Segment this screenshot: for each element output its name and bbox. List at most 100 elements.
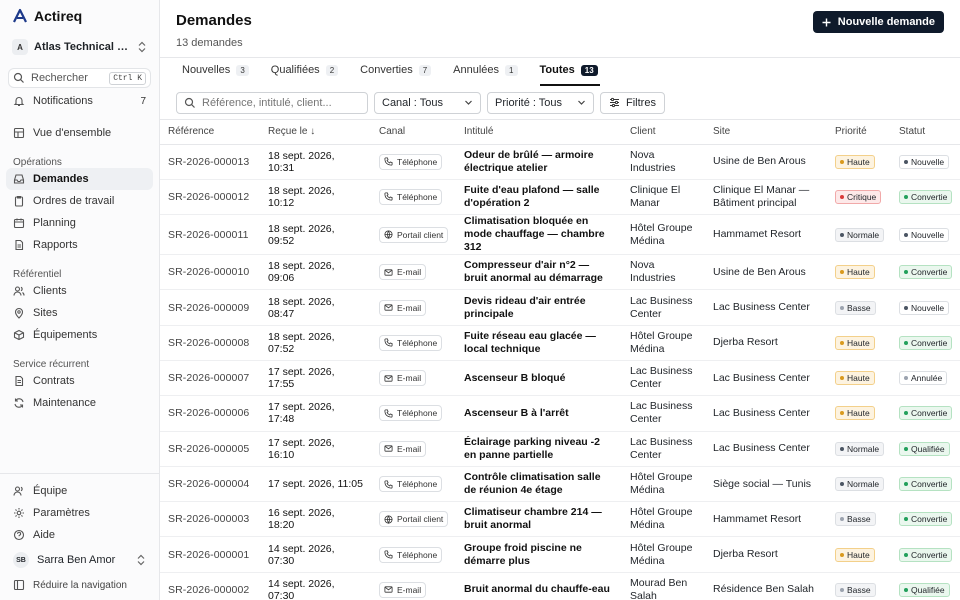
col-site[interactable]: Site xyxy=(705,120,827,145)
col-statut[interactable]: Statut xyxy=(891,120,960,145)
user-menu[interactable]: SB Sarra Ben Amor xyxy=(6,548,153,572)
sidebar-item-parametres[interactable]: Paramètres xyxy=(6,502,153,524)
table-row[interactable]: SR-2026-000004 17 sept. 2026, 11:05 Téléph… xyxy=(160,466,960,503)
table-row[interactable]: SR-2026-000010 18 sept. 2026, 09:06 E-mail… xyxy=(160,254,960,291)
col-reference[interactable]: Référence xyxy=(160,120,260,145)
cell-canal: Téléphone xyxy=(371,536,456,573)
sidebar-item-sites[interactable]: Sites xyxy=(6,302,153,324)
canal-badge: Téléphone xyxy=(379,188,443,205)
brand[interactable]: Actireq xyxy=(0,0,159,32)
sidebar-item-equipe[interactable]: Équipe xyxy=(6,480,153,502)
status-label: Qualifiée xyxy=(911,584,945,595)
cell-title[interactable]: Fuite réseau eau glacée — local techniqu… xyxy=(456,325,622,361)
tab-qualifiees[interactable]: Qualifiées 2 xyxy=(271,64,346,86)
cell-canal: E-mail xyxy=(371,431,456,467)
cell-title[interactable]: Compresseur d'air n°2 — bruit anormal au… xyxy=(456,254,622,291)
sidebar-item-overview[interactable]: Vue d'ensemble xyxy=(6,122,153,144)
bell-icon xyxy=(13,97,25,107)
cell-reference: SR-2026-000001 xyxy=(160,536,260,573)
sidebar-item-equipements[interactable]: Équipements xyxy=(6,324,153,346)
cell-client: Mourad Ben Salah xyxy=(622,572,705,600)
sidebar-item-aide[interactable]: Aide xyxy=(6,524,153,546)
sidebar-item-contrats[interactable]: Contrats xyxy=(6,370,153,392)
cell-title[interactable]: Ascenseur B à l'arrêt xyxy=(456,395,622,432)
col-client[interactable]: Client xyxy=(622,120,705,145)
table-row[interactable]: SR-2026-000002 14 sept. 2026, 07:30 E-mail… xyxy=(160,572,960,600)
sidebar-search[interactable]: Rechercher Ctrl K xyxy=(8,68,151,88)
filters-label: Filtres xyxy=(626,96,656,109)
cell-canal: E-mail xyxy=(371,360,456,397)
cell-title[interactable]: Odeur de brûlé — armoire électrique atel… xyxy=(456,144,622,180)
sidebar-item-maintenance[interactable]: Maintenance xyxy=(6,392,153,414)
nav-section-operations: Opérations xyxy=(13,157,62,168)
priorite-select-value: Priorité : Tous xyxy=(495,96,563,109)
cell-title[interactable]: Contrôle climatisation salle de réunion … xyxy=(456,466,622,503)
sidebar-item-planning[interactable]: Planning xyxy=(6,212,153,234)
tab-count: 1 xyxy=(505,64,518,76)
table-row[interactable]: SR-2026-000011 18 sept. 2026, 09:52 Portai… xyxy=(160,214,960,256)
canal-label: Téléphone xyxy=(397,549,438,560)
cell-title[interactable]: Ascenseur B bloqué xyxy=(456,360,622,397)
tab-converties[interactable]: Converties 7 xyxy=(360,64,439,86)
cell-received: 18 sept. 2026, 07:52 xyxy=(260,325,371,361)
priority-label: Haute xyxy=(847,337,870,348)
cell-site: Lac Business Center xyxy=(705,360,827,397)
cell-title[interactable]: Climatiseur chambre 214 — bruit anormal xyxy=(456,501,622,538)
priority-badge: Basse xyxy=(835,300,876,315)
tab-annulees[interactable]: Annulées 1 xyxy=(453,64,525,86)
cell-priority: Haute xyxy=(827,395,891,432)
search-label: Rechercher xyxy=(31,72,88,84)
filters-button[interactable]: Filtres xyxy=(600,91,665,114)
org-switcher[interactable]: A Atlas Technical Services xyxy=(6,34,153,60)
sidebar-item-clients[interactable]: Clients xyxy=(6,280,153,302)
new-request-button[interactable]: Nouvelle demande xyxy=(812,11,944,33)
cell-title[interactable]: Éclairage parking niveau -2 en panne par… xyxy=(456,431,622,467)
cell-received: 16 sept. 2026, 18:20 xyxy=(260,501,371,538)
table-row[interactable]: SR-2026-000006 17 sept. 2026, 17:48 Téléph… xyxy=(160,395,960,432)
canal-badge: E-mail xyxy=(379,299,427,316)
priority-dot xyxy=(840,517,844,522)
cell-title[interactable]: Fuite d'eau plafond — salle d'opération … xyxy=(456,179,622,216)
priorite-select[interactable]: Priorité : Tous xyxy=(487,91,594,114)
cell-title[interactable]: Groupe froid piscine ne démarre plus xyxy=(456,536,622,573)
cell-title[interactable]: Bruit anormal du chauffe-eau xyxy=(456,572,622,600)
table-row[interactable]: SR-2026-000009 18 sept. 2026, 08:47 E-mail… xyxy=(160,289,960,326)
tab-toutes[interactable]: Toutes 13 xyxy=(539,64,600,86)
sidebar-item-demandes[interactable]: Demandes xyxy=(6,168,153,190)
sidebar-item-rapports[interactable]: Rapports xyxy=(6,234,153,256)
table-row[interactable]: SR-2026-000012 18 sept. 2026, 10:12 Téléph… xyxy=(160,179,960,216)
sidebar-item-ordres[interactable]: Ordres de travail xyxy=(6,190,153,212)
status-tabs: Nouvelles 3 Qualifiées 2 Converties 7 Annul… xyxy=(160,58,960,86)
table-row[interactable]: SR-2026-000007 17 sept. 2026, 17:55 E-mail… xyxy=(160,360,960,397)
col-intitule[interactable]: Intitulé xyxy=(456,120,622,145)
cell-title[interactable]: Devis rideau d'air entrée principale xyxy=(456,289,622,326)
table-row[interactable]: SR-2026-000008 18 sept. 2026, 07:52 Téléph… xyxy=(160,325,960,361)
col-canal[interactable]: Canal xyxy=(371,120,456,145)
search-input[interactable] xyxy=(202,96,360,109)
cell-canal: Téléphone xyxy=(371,395,456,432)
status-badge: Convertie xyxy=(899,406,953,421)
table-row[interactable]: SR-2026-000005 17 sept. 2026, 16:10 E-mail… xyxy=(160,431,960,467)
sidebar-item-notifications[interactable]: Notifications 7 xyxy=(6,90,153,112)
cell-priority: Haute xyxy=(827,360,891,397)
canal-label: Téléphone xyxy=(397,337,438,348)
table-row[interactable]: SR-2026-000003 16 sept. 2026, 18:20 Portai… xyxy=(160,501,960,538)
canal-select[interactable]: Canal : Tous xyxy=(374,91,481,114)
cell-status: Nouvelle xyxy=(891,289,960,326)
status-dot xyxy=(904,194,908,199)
new-request-label: Nouvelle demande xyxy=(837,16,935,28)
col-recu[interactable]: Reçue le ↓ xyxy=(260,120,371,145)
cell-title[interactable]: Climatisation bloquée en mode chauffage … xyxy=(456,214,622,256)
table-row[interactable]: SR-2026-000001 14 sept. 2026, 07:30 Téléph… xyxy=(160,536,960,573)
table-row[interactable]: SR-2026-000013 18 sept. 2026, 10:31 Téléph… xyxy=(160,144,960,180)
status-label: Convertie xyxy=(911,549,948,560)
phone-icon xyxy=(384,409,393,418)
col-priorite[interactable]: Priorité xyxy=(827,120,891,145)
cell-received: 17 sept. 2026, 17:48 xyxy=(260,395,371,432)
status-label: Nouvelle xyxy=(911,229,945,240)
cell-canal: E-mail xyxy=(371,289,456,326)
collapse-nav-button[interactable]: Réduire la navigation xyxy=(6,574,153,596)
sidebar-item-label: Vue d'ensemble xyxy=(33,127,112,139)
tab-count: 13 xyxy=(580,64,598,76)
tab-nouvelles[interactable]: Nouvelles 3 xyxy=(182,64,257,86)
